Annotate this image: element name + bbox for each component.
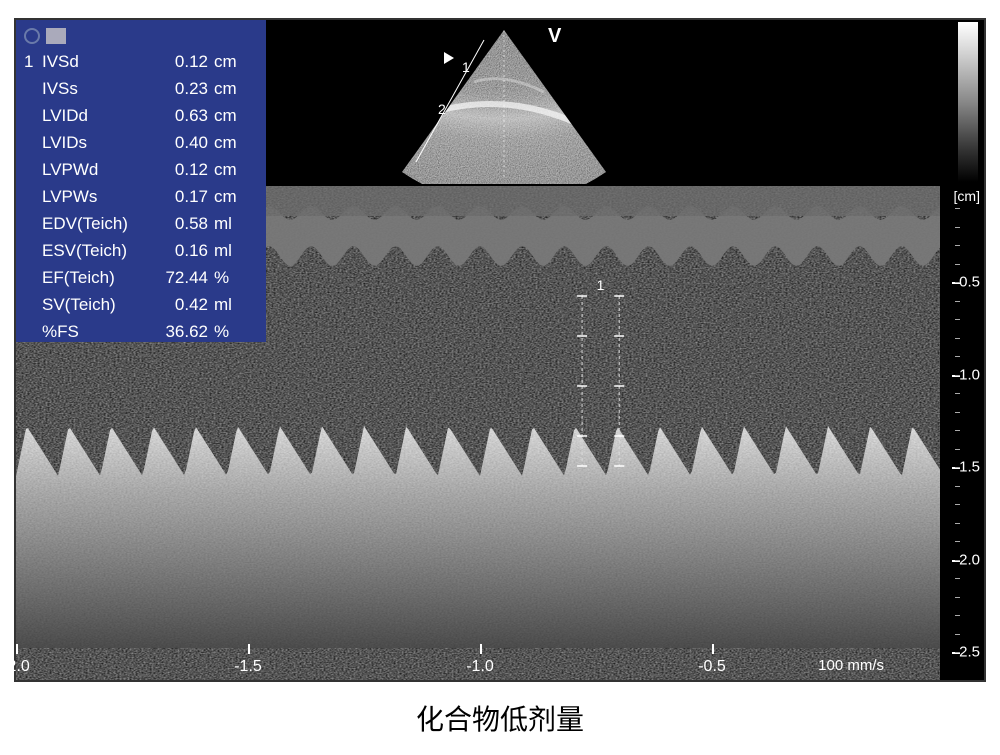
- measurement-value: 0.12: [150, 160, 208, 180]
- measurement-label: LVIDs: [42, 133, 150, 153]
- measurement-row[interactable]: SV(Teich)0.42ml: [24, 291, 258, 318]
- measurements-panel: 1IVSd0.12cmIVSs0.23cmLVIDd0.63cmLVIDs0.4…: [16, 20, 266, 342]
- sector-scan-2d: 1 2 V: [344, 22, 664, 184]
- measurement-unit: %: [208, 322, 246, 342]
- measurement-label: IVSs: [42, 79, 150, 99]
- depth-unit-label: [cm]: [954, 188, 980, 204]
- measurement-value: 0.23: [150, 79, 208, 99]
- measurement-value: 0.58: [150, 214, 208, 234]
- measurement-row[interactable]: LVIDd0.63cm: [24, 102, 258, 129]
- time-tick-label: -2.0: [2, 658, 30, 676]
- grayscale-bar: [958, 22, 978, 182]
- measurement-value: 0.12: [150, 52, 208, 72]
- time-tick-label: -1.0: [466, 658, 494, 676]
- measurement-row[interactable]: EDV(Teich)0.58ml: [24, 210, 258, 237]
- measurement-unit: cm: [208, 52, 246, 72]
- measurement-row[interactable]: %FS36.62%: [24, 318, 258, 345]
- measurement-label: LVPWs: [42, 187, 150, 207]
- measurement-unit: cm: [208, 133, 246, 153]
- sweep-speed-label: 100 mm/s: [818, 657, 884, 674]
- measurement-unit: ml: [208, 214, 246, 234]
- sector-depth-1: 1: [462, 59, 470, 75]
- panel-header: [24, 24, 258, 48]
- measurement-value: 36.62: [150, 322, 208, 342]
- measurement-unit: cm: [208, 160, 246, 180]
- measurement-label: LVPWd: [42, 160, 150, 180]
- measurement-row[interactable]: LVPWs0.17cm: [24, 183, 258, 210]
- v-label: V: [548, 25, 562, 47]
- measurement-value: 72.44: [150, 268, 208, 288]
- measurement-unit: ml: [208, 241, 246, 261]
- measurement-label: ESV(Teich): [42, 241, 150, 261]
- ultrasound-frame: 1IVSd0.12cmIVSs0.23cmLVIDd0.63cmLVIDs0.4…: [14, 18, 986, 682]
- panel-mode-icon: [46, 28, 66, 44]
- measurement-value: 0.17: [150, 187, 208, 207]
- measurement-unit: ml: [208, 295, 246, 315]
- measurement-value: 0.16: [150, 241, 208, 261]
- measurement-label: %FS: [42, 322, 150, 342]
- sector-depth-2: 2: [438, 101, 446, 117]
- measurement-label: IVSd: [42, 52, 150, 72]
- measurement-unit: %: [208, 268, 246, 288]
- measurement-label: EDV(Teich): [42, 214, 150, 234]
- top-section: 1IVSd0.12cmIVSs0.23cmLVIDd0.63cmLVIDs0.4…: [16, 20, 984, 186]
- measurement-value: 0.40: [150, 133, 208, 153]
- depth-tick-label: 1.5: [959, 459, 980, 476]
- measurement-unit: cm: [208, 106, 246, 126]
- measurement-row[interactable]: LVPWd0.12cm: [24, 156, 258, 183]
- time-tick-label: -0.5: [698, 658, 726, 676]
- depth-tick-label: 1.0: [959, 366, 980, 383]
- depth-tick-label: 2.5: [959, 644, 980, 661]
- time-axis: -2.0-1.5-1.0-0.5 100 mm/s: [16, 648, 944, 680]
- measurement-label: SV(Teich): [42, 295, 150, 315]
- measurement-unit: cm: [208, 79, 246, 99]
- measurement-label: LVIDd: [42, 106, 150, 126]
- record-indicator-icon: [24, 28, 40, 44]
- measurement-value: 0.42: [150, 295, 208, 315]
- measurement-row[interactable]: EF(Teich)72.44%: [24, 264, 258, 291]
- measurement-index: 1: [24, 52, 42, 72]
- measurement-row[interactable]: IVSs0.23cm: [24, 75, 258, 102]
- measurement-row[interactable]: 1IVSd0.12cm: [24, 48, 258, 75]
- caliper-label: 1: [597, 277, 605, 293]
- measurement-value: 0.63: [150, 106, 208, 126]
- depth-tick-label: 2.0: [959, 551, 980, 568]
- time-tick-label: -1.5: [234, 658, 262, 676]
- measurement-unit: cm: [208, 187, 246, 207]
- measurement-row[interactable]: LVIDs0.40cm: [24, 129, 258, 156]
- depth-tick-label: 0.5: [959, 274, 980, 291]
- measurement-row[interactable]: ESV(Teich)0.16ml: [24, 237, 258, 264]
- figure-caption: 化合物低剂量: [0, 698, 1000, 738]
- measurement-label: EF(Teich): [42, 268, 150, 288]
- depth-scale: [cm] 0.5 1.0 1.5 2.0 2.5: [940, 186, 984, 680]
